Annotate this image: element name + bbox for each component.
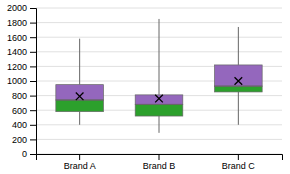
plot-area <box>56 19 262 133</box>
y-tick-label: 0 <box>22 149 27 159</box>
y-tick-label: 1200 <box>7 62 27 72</box>
y-tick: 1400 <box>7 47 36 57</box>
box-upper <box>56 85 104 100</box>
median-line <box>56 99 104 100</box>
y-tick-label: 1600 <box>7 33 27 43</box>
y-tick-mark <box>30 66 36 67</box>
x-tick-mark <box>238 154 239 160</box>
y-tick-mark <box>30 139 36 140</box>
grid-line <box>36 8 282 9</box>
x-axis: Brand A Brand B Brand C <box>37 154 283 171</box>
x-tick-label: Brand C <box>222 161 256 171</box>
y-tick: 1800 <box>7 18 36 28</box>
y-tick-label: 800 <box>12 91 27 101</box>
whisker-low <box>238 92 239 125</box>
box <box>56 39 104 125</box>
chart: 0 200 400 600 800 1000 1200 1400 1600 1800 2000 Bra… <box>0 0 290 174</box>
box-lower <box>135 104 183 116</box>
whisker-low <box>79 112 80 125</box>
box <box>215 27 263 125</box>
y-tick-mark <box>30 125 36 126</box>
x-tick-label: Brand A <box>64 161 96 171</box>
y-tick: 1600 <box>7 33 36 43</box>
x-tick-mark <box>79 154 80 160</box>
mean-marker <box>155 95 163 103</box>
box-upper <box>215 65 263 86</box>
whisker-high <box>79 39 80 85</box>
y-tick: 0 <box>22 149 36 159</box>
y-tick-label: 400 <box>12 120 27 130</box>
whisker-low <box>159 116 160 133</box>
y-tick: 2000 <box>7 3 36 13</box>
median-line <box>215 86 263 87</box>
grid-line <box>36 139 282 140</box>
y-tick-label: 600 <box>12 106 27 116</box>
x-axis-line <box>37 155 283 161</box>
grid <box>36 8 282 154</box>
x-tick-label: Brand B <box>143 161 176 171</box>
y-tick: 600 <box>12 106 36 116</box>
y-tick-label: 1000 <box>7 76 27 86</box>
y-tick-label: 1800 <box>7 18 27 28</box>
box-lower <box>215 86 263 92</box>
y-tick: 1200 <box>7 62 36 72</box>
y-axis-line <box>30 9 37 155</box>
y-tick: 800 <box>12 91 36 101</box>
median-line <box>135 104 183 105</box>
y-tick-mark <box>30 154 36 155</box>
y-tick: 1000 <box>7 76 36 86</box>
whisker-high <box>159 19 160 95</box>
whisker-high <box>238 27 239 65</box>
x-tick: Brand A <box>64 154 96 171</box>
mean-marker <box>235 77 243 85</box>
y-tick-label: 1400 <box>7 47 27 57</box>
x-tick-mark <box>159 154 160 160</box>
x-tick: Brand B <box>143 154 176 171</box>
y-tick-label: 2000 <box>7 3 27 13</box>
y-tick-mark <box>30 37 36 38</box>
y-tick-mark <box>30 23 36 24</box>
y-axis: 0 200 400 600 800 1000 1200 1400 1600 1800 2000 <box>7 3 37 159</box>
x-tick: Brand C <box>222 154 256 171</box>
y-tick-mark <box>30 110 36 111</box>
y-tick-mark <box>30 52 36 53</box>
box-lower <box>56 100 104 112</box>
box-upper <box>135 95 183 104</box>
y-tick-label: 200 <box>12 135 27 145</box>
y-tick: 200 <box>12 135 36 145</box>
mean-marker <box>76 93 84 101</box>
y-tick-mark <box>30 8 36 9</box>
y-tick-mark <box>30 96 36 97</box>
y-tick-mark <box>30 81 36 82</box>
y-tick: 400 <box>12 120 36 130</box>
box <box>135 19 183 133</box>
